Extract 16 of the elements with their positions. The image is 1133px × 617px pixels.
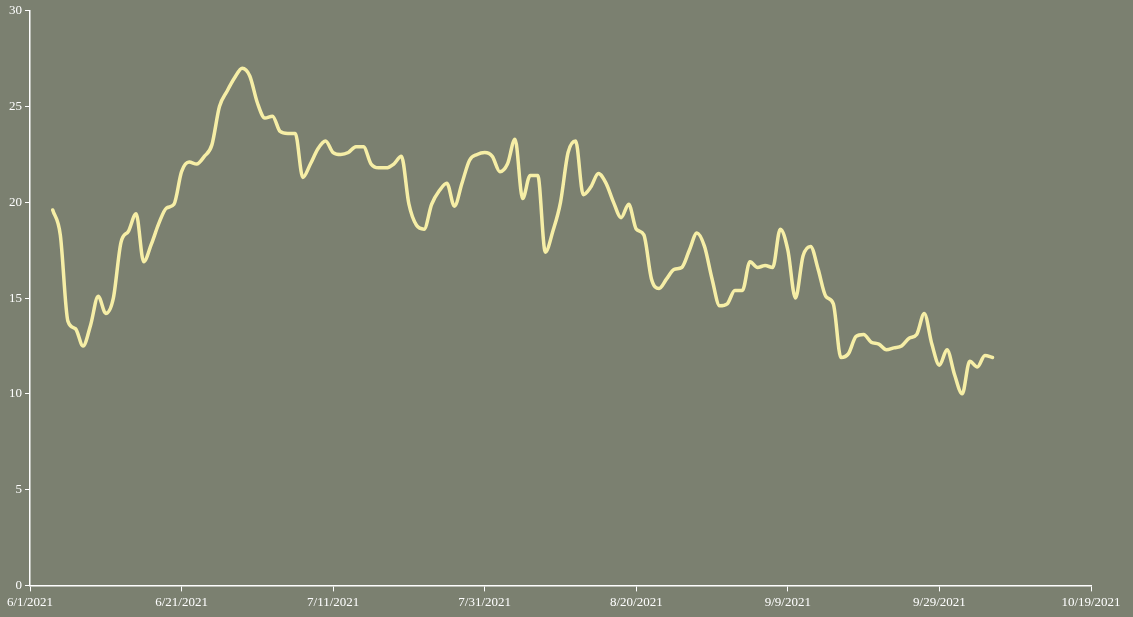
x-tick-label: 8/20/2021 bbox=[609, 593, 663, 609]
line-series bbox=[50, 66, 995, 396]
y-tick-label: 15 bbox=[9, 289, 22, 305]
x-tick-label: 9/9/2021 bbox=[764, 593, 811, 609]
x-tick-label: 6/21/2021 bbox=[155, 593, 208, 609]
y-tick-label: 20 bbox=[9, 193, 22, 209]
y-tick-label: 25 bbox=[9, 97, 22, 113]
y-tick-label: 10 bbox=[9, 385, 22, 401]
y-tick-label: 0 bbox=[15, 576, 22, 592]
x-tick-label: 7/11/2021 bbox=[307, 593, 360, 609]
x-tick-label: 10/19/2021 bbox=[1061, 593, 1121, 609]
x-tick-label: 7/31/2021 bbox=[458, 593, 512, 609]
y-tick-label: 5 bbox=[15, 481, 22, 497]
x-tick-label: 9/29/2021 bbox=[913, 593, 966, 609]
y-tick-label: 30 bbox=[9, 2, 22, 18]
x-tick-label: 6/1/2021 bbox=[6, 593, 54, 609]
